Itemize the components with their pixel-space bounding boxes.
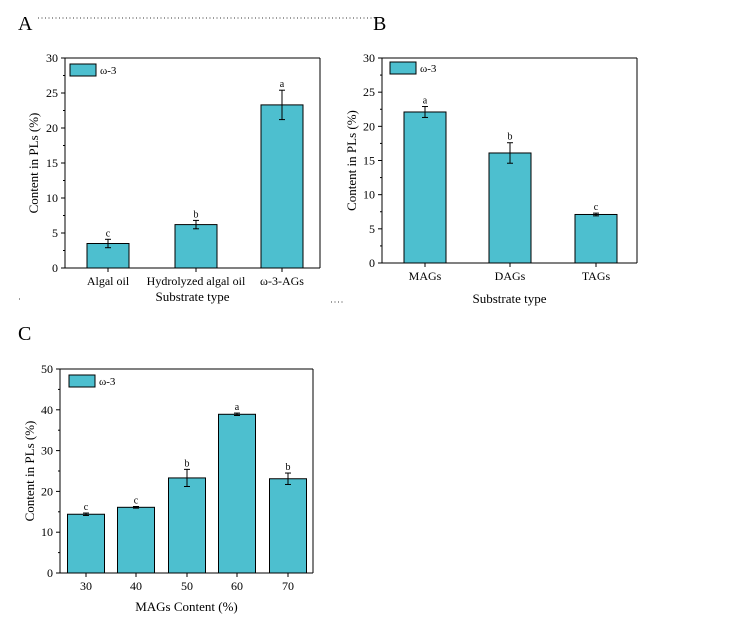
y-tick-label: 40 [41, 403, 53, 417]
bar-30 [67, 513, 105, 574]
bar-tags [574, 213, 618, 264]
significance-label: b [185, 458, 190, 469]
y-tick-label: 10 [41, 525, 53, 539]
legend-label: ω-3 [100, 65, 117, 77]
bar-50 [168, 477, 206, 574]
bar-60 [218, 413, 256, 574]
legend-swatch [68, 374, 96, 388]
y-tick-label: 20 [46, 121, 58, 135]
x-tick-label: 30 [80, 579, 92, 593]
y-tick-label: 10 [46, 191, 58, 205]
legend-swatch [389, 61, 417, 75]
bar-hydrolyzed-algal-oil [174, 224, 218, 269]
x-tick-label: ω-3-AGs [260, 274, 304, 288]
y-axis-title: Content in PLs (%) [344, 110, 359, 211]
legend-label: ω-3 [99, 376, 116, 388]
significance-label: a [423, 96, 428, 107]
bar-mags [403, 111, 447, 264]
significance-label: b [286, 462, 291, 473]
y-tick-label: 0 [52, 261, 58, 275]
y-axis-title: Content in PLs (%) [22, 421, 37, 522]
significance-label: c [84, 502, 89, 513]
y-tick-label: 15 [46, 156, 58, 170]
significance-label: a [280, 79, 285, 90]
x-tick-label: 70 [282, 579, 294, 593]
x-tick-label: Hydrolyzed algal oil [147, 274, 246, 288]
chart-panel-b: 0 5 10 15 20 25 30 Content in PLs (%) Substrate … [344, 51, 638, 306]
y-tick-label: 30 [363, 51, 375, 65]
x-tick-label: DAGs [495, 269, 526, 283]
significance-label: c [106, 228, 111, 239]
y-tick-label: 25 [363, 85, 375, 99]
panel-letter-c: C [18, 323, 31, 345]
x-tick-label: MAGs [409, 269, 442, 283]
panel-letter-a: A [18, 13, 33, 35]
significance-label: b [508, 132, 513, 143]
y-tick-label: 30 [46, 51, 58, 65]
x-tick-label: 60 [231, 579, 243, 593]
y-axis-title: Content in PLs (%) [26, 113, 41, 214]
significance-label: c [594, 202, 599, 213]
y-tick-label: 5 [369, 222, 375, 236]
y-tick-label: 0 [47, 566, 53, 580]
significance-label: a [235, 402, 240, 413]
y-tick-label: 30 [41, 444, 53, 458]
x-axis-title: Substrate type [155, 289, 229, 304]
bar-70 [269, 478, 307, 574]
significance-label: c [134, 495, 139, 506]
bar-40 [117, 506, 155, 574]
significance-label: b [194, 209, 199, 220]
chart-panel-c: 0 10 20 30 40 50 Content in PLs (%) MAGs Conten… [22, 362, 314, 614]
legend-swatch [69, 63, 97, 77]
y-tick-label: 15 [363, 154, 375, 168]
panel-letter-b: B [373, 13, 386, 35]
y-tick-label: 20 [41, 484, 53, 498]
y-tick-label: 50 [41, 362, 53, 376]
bar--3-ags [260, 104, 304, 269]
legend-label: ω-3 [420, 63, 437, 75]
y-tick-label: 25 [46, 86, 58, 100]
x-axis-title: MAGs Content (%) [135, 599, 238, 614]
x-tick-label: Algal oil [87, 274, 130, 288]
x-tick-label: 40 [130, 579, 142, 593]
y-tick-label: 5 [52, 226, 58, 240]
y-tick-label: 0 [369, 256, 375, 270]
x-tick-label: 50 [181, 579, 193, 593]
chart-panel-a: 0 5 10 15 20 25 30 Content in PLs (%) Substrate … [26, 51, 321, 304]
y-tick-label: 10 [363, 188, 375, 202]
bar-dags [488, 152, 532, 264]
x-axis-title: Substrate type [472, 291, 546, 306]
x-tick-label: TAGs [582, 269, 611, 283]
y-tick-label: 20 [363, 119, 375, 133]
